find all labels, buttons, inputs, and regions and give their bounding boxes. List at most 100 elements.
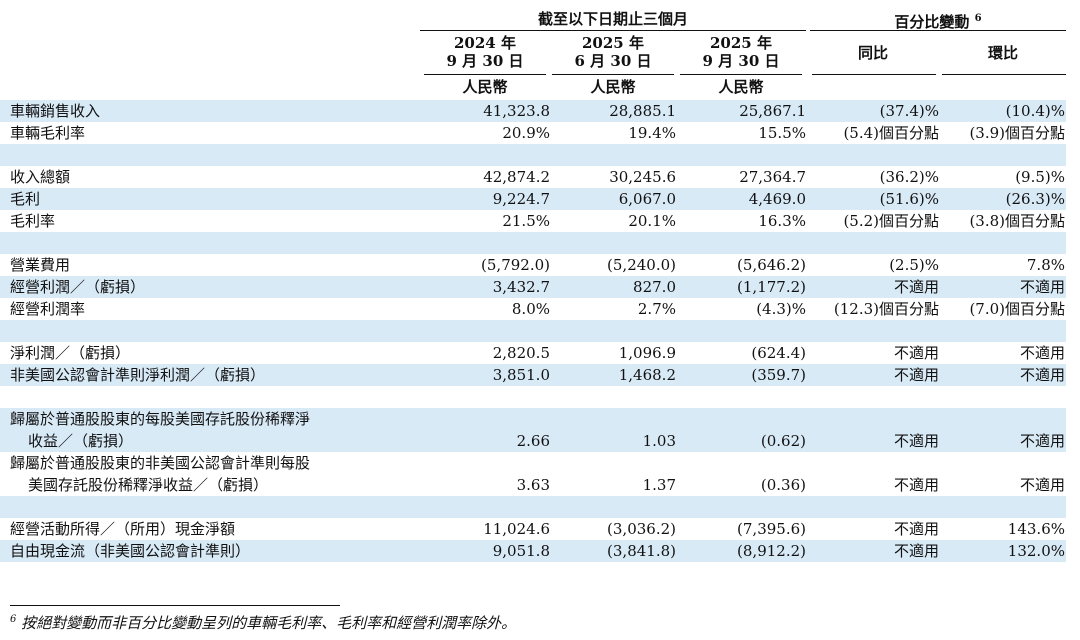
value-2025q3: (4.3)% (756, 300, 806, 318)
value-2025q2: (3,036.2) (607, 520, 676, 538)
period-group-header: 截至以下日期止三個月 (420, 10, 806, 28)
column-3-unit-label: 人民幣 (718, 78, 764, 96)
value-2025q3: 27,364.7 (739, 168, 806, 186)
column-1-date: 9 月 30 日 (446, 52, 524, 70)
value-2025q2: 28,885.1 (609, 102, 676, 120)
value-qoq: (3.9)個百分點 (969, 124, 1065, 142)
value-2024q3: 21.5% (502, 212, 550, 230)
value-2025q3: 16.3% (758, 212, 806, 230)
column-2-date: 6 月 30 日 (574, 52, 652, 70)
value-qoq: 不適用 (1019, 432, 1065, 450)
value-yoy: (12.3)個百分點 (833, 300, 939, 318)
row-label-line2: 美國存託股份稀釋淨收益／（虧損） (28, 476, 269, 494)
value-2025q3: (7,395.6) (737, 520, 806, 538)
value-yoy: (5.4)個百分點 (843, 124, 939, 142)
value-yoy: 不適用 (893, 278, 939, 296)
qoq-rule (942, 74, 1066, 75)
row-label: 車輛銷售收入 (10, 102, 101, 120)
value-2025q2: (3,841.8) (607, 542, 676, 560)
row-label: 毛利率 (10, 212, 56, 230)
value-yoy: 不適用 (893, 432, 939, 450)
row-label: 經營利潤率 (10, 300, 86, 318)
table-row: 經營利潤率 8.0% 2.7% (4.3)% (12.3)個百分點 (7.0)個… (0, 298, 1066, 320)
value-qoq: (26.3)% (1005, 190, 1065, 208)
table-row: 經營活動所得／（所用）現金淨額 11,024.6 (3,036.2) (7,39… (0, 518, 1066, 540)
table-row: 歸屬於普通股股東的非美國公認會計準則每股 美國存託股份稀釋淨收益／（虧損） 3.… (0, 452, 1066, 496)
value-2025q2: 6,067.0 (618, 190, 676, 208)
row-label: 經營利潤／（虧損） (10, 278, 146, 296)
value-2025q2: 1.37 (642, 476, 676, 494)
value-2024q3: 3.63 (516, 476, 550, 494)
value-qoq: (7.0)個百分點 (969, 300, 1065, 318)
value-2025q3: (359.7) (751, 366, 806, 384)
value-2025q3: (1,177.2) (737, 278, 806, 296)
column-1-year: 2024 年 (454, 34, 516, 52)
column-3-unit: 人民幣 (676, 78, 806, 96)
value-2024q3: 3,851.0 (492, 366, 550, 384)
value-qoq: (9.5)% (1015, 168, 1065, 186)
value-qoq: 不適用 (1019, 366, 1065, 384)
value-2025q3: 15.5% (758, 124, 806, 142)
footnote-marker: 6 (10, 614, 17, 625)
table-row: 經營利潤／（虧損） 3,432.7 827.0 (1,177.2) 不適用 不適… (0, 276, 1066, 298)
value-2024q3: 3,432.7 (492, 278, 550, 296)
table-row: 營業費用 (5,792.0) (5,240.0) (5,646.2) (2.5)… (0, 254, 1066, 276)
value-2024q3: 20.9% (502, 124, 550, 142)
value-2024q3: 42,874.2 (483, 168, 550, 186)
column-1-unit: 人民幣 (420, 78, 550, 96)
value-qoq: 不適用 (1019, 476, 1065, 494)
footnote-rule (10, 605, 340, 606)
value-qoq: 132.0% (1007, 542, 1065, 560)
table-row: 毛利 9,224.7 6,067.0 4,469.0 (51.6)% (26.3… (0, 188, 1066, 210)
value-qoq: 143.6% (1007, 520, 1065, 538)
value-yoy: 不適用 (893, 520, 939, 538)
column-header-yoy: 同比 (810, 44, 936, 62)
table-row: 非美國公認會計準則淨利潤／（虧損） 3,851.0 1,468.2 (359.7… (0, 364, 1066, 386)
value-2025q3: (0.62) (760, 432, 806, 450)
value-2025q3: 25,867.1 (739, 102, 806, 120)
value-2025q3: (0.36) (760, 476, 806, 494)
value-yoy: (37.4)% (879, 102, 939, 120)
value-2024q3: 9,051.8 (492, 542, 550, 560)
value-2025q3: (624.4) (751, 344, 806, 362)
row-label-line1: 歸屬於普通股股東的每股美國存託股份稀釋淨 (10, 410, 311, 428)
column-2-unit: 人民幣 (550, 78, 676, 96)
value-2024q3: (5,792.0) (481, 256, 550, 274)
column-header-qoq: 環比 (940, 44, 1066, 62)
spacer-row (0, 386, 1066, 408)
value-2024q3: 2.66 (516, 432, 550, 450)
table-row: 車輛銷售收入 41,323.8 28,885.1 25,867.1 (37.4)… (0, 100, 1066, 122)
value-2025q2: 19.4% (628, 124, 676, 142)
change-group-rule (810, 30, 1066, 31)
table-row: 車輛毛利率 20.9% 19.4% 15.5% (5.4)個百分點 (3.9)個… (0, 122, 1066, 144)
spacer-row (0, 320, 1066, 342)
value-qoq: 不適用 (1019, 278, 1065, 296)
value-2025q2: 1,468.2 (618, 366, 676, 384)
col1-rule (424, 74, 546, 75)
value-2025q3: 4,469.0 (748, 190, 806, 208)
value-2025q2: (5,240.0) (607, 256, 676, 274)
row-label: 自由現金流（非美國公認會計準則） (10, 542, 251, 560)
value-2024q3: 9,224.7 (492, 190, 550, 208)
change-group-note: 6 (974, 13, 982, 24)
table-row: 自由現金流（非美國公認會計準則） 9,051.8 (3,841.8) (8,91… (0, 540, 1066, 562)
column-2-year: 2025 年 (582, 34, 644, 52)
row-label: 淨利潤／（虧損） (10, 344, 131, 362)
row-label: 營業費用 (10, 256, 71, 274)
value-2025q2: 2.7% (637, 300, 676, 318)
change-group-header: 百分比變動 6 (810, 10, 1066, 31)
qoq-label: 環比 (987, 44, 1018, 62)
column-2-unit-label: 人民幣 (590, 78, 636, 96)
table-row: 淨利潤／（虧損） 2,820.5 1,096.9 (624.4) 不適用 不適用 (0, 342, 1066, 364)
yoy-label: 同比 (857, 44, 888, 62)
value-2024q3: 2,820.5 (492, 344, 550, 362)
value-2025q3: (8,912.2) (737, 542, 806, 560)
value-qoq: 7.8% (1026, 256, 1065, 274)
change-group-label: 百分比變動 (894, 13, 970, 31)
value-qoq: (3.8)個百分點 (969, 212, 1065, 230)
value-yoy: 不適用 (893, 344, 939, 362)
value-yoy: (36.2)% (879, 168, 939, 186)
row-label-line2: 收益／（虧損） (28, 432, 134, 450)
value-yoy: (5.2)個百分點 (843, 212, 939, 230)
